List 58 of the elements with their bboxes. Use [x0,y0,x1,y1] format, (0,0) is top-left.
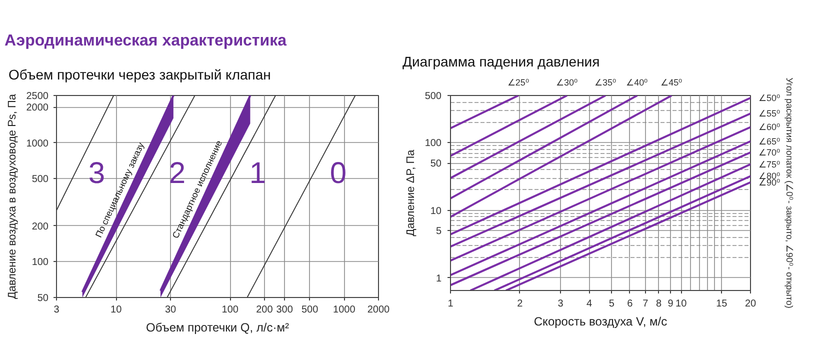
y-tick-label: 500 [424,91,442,102]
x-tick-label: 5 [608,298,615,310]
series-label: ∠35⁰ [594,78,616,88]
series-label: ∠60⁰ [758,122,781,132]
x-tick-label: 2000 [367,304,390,316]
series-label: ∠30⁰ [556,78,578,88]
series-label: ∠75⁰ [758,159,781,170]
x-tick-label: 9 [668,298,674,310]
x-axis-title: Скорость воздуха V, м/с [534,314,668,328]
y-tick-label: 1000 [26,138,49,150]
y-tick-label: 500 [32,174,49,186]
x-tick-label: 200 [256,304,274,316]
annotation: 1 [249,156,266,190]
x-tick-label: 4 [586,298,593,310]
x-tick-label: 30 [164,304,177,316]
x-tick-label: 1000 [333,304,356,316]
y2-axis-title: Угол раскрытия лопаток (∠0⁰- закрыто, ∠90⁰- открыто) [784,78,794,308]
series-label: ∠65⁰ [758,136,781,146]
x-tick-label: 500 [302,304,319,316]
y-tick-label: 50 [430,158,442,170]
y-axis-title: Давление ΔP, Па [404,148,417,236]
x-tick-label: 7 [642,298,649,310]
y-tick-label: 5 [436,226,442,238]
series-label: ∠50⁰ [758,92,781,103]
x-tick-label: 10 [676,298,688,310]
series-label: ∠45⁰ [660,78,683,88]
chart-title: Диаграмма падения давления [402,54,600,70]
x-tick-label: 100 [222,304,239,316]
x-tick-label: 8 [656,298,662,310]
x-tick-label: 3 [558,298,564,310]
y-tick-label: 100 [424,138,442,150]
x-tick-label: 300 [276,304,294,316]
y-tick-label: 2500 [26,91,49,102]
x-tick-label: 6 [627,298,634,310]
series-label: ∠25⁰ [507,78,530,88]
y-tick-label: 2000 [26,102,49,114]
y-tick-label: 1 [436,273,442,284]
y-tick-label: 10 [430,206,442,217]
chart-subtitle: Объем протечки через закрытый клапан [8,66,271,82]
x-tick-label: 3 [54,304,60,316]
series-label: ∠70⁰ [758,147,781,158]
annotation: 2 [168,156,186,190]
x-tick-label: 20 [744,298,756,310]
y-tick-label: 200 [32,221,49,232]
x-axis-title: Объем протечки Q, л/с·м² [146,320,289,334]
x-tick-label: 1 [448,298,454,310]
x-tick-label: 2 [517,298,524,310]
series-label: ∠40⁰ [626,78,648,88]
x-tick-label: 15 [716,298,728,310]
y-tick-label: 100 [32,257,49,268]
chart-title: Аэродинамическая характеристика [4,32,287,50]
y-axis-title: Давление воздуха в воздуховоде Ps, Па [6,93,18,300]
series-label: ∠90⁰ [758,177,781,188]
annotation: 0 [330,156,347,190]
series-label: ∠55⁰ [758,108,781,119]
annotation: 3 [88,156,106,190]
y-tick-label: 50 [37,293,49,304]
x-tick-label: 10 [110,304,122,316]
